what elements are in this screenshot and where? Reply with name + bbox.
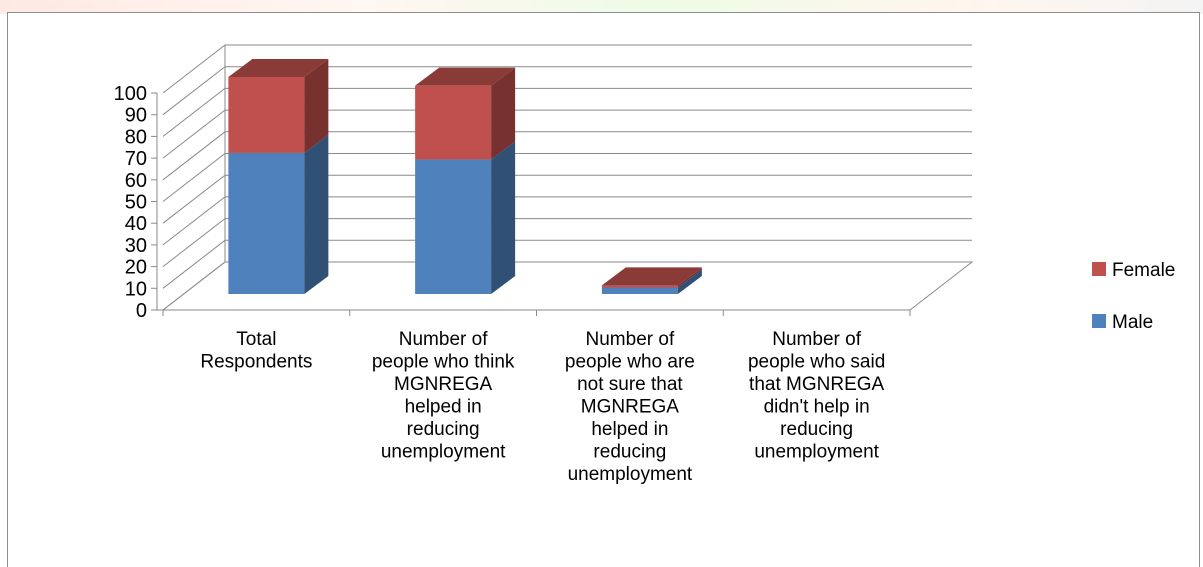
gridline	[162, 239, 972, 289]
y-axis-tick-label: 50	[125, 192, 147, 214]
gridline	[162, 261, 972, 311]
gridline	[162, 66, 972, 116]
legend-swatch	[1092, 314, 1106, 328]
bar-top	[228, 59, 329, 77]
legend-swatch	[1092, 262, 1106, 276]
legend-label: Female	[1112, 260, 1175, 281]
gridline	[162, 131, 972, 181]
bar-side	[304, 134, 329, 294]
bar-side	[491, 67, 516, 160]
bar-side	[677, 269, 702, 294]
category-label: Number of people who are not sure that MGNR…	[565, 329, 695, 485]
gridline	[162, 196, 972, 246]
bars	[228, 59, 702, 294]
gridline	[162, 44, 972, 94]
bar-top	[601, 267, 702, 286]
bar-side	[677, 267, 702, 288]
gridlines	[162, 44, 972, 311]
bar-front	[601, 285, 678, 288]
category-label: Number of people who said that MGNREGA didn…	[748, 329, 885, 463]
gridline	[162, 218, 972, 267]
bar-segment-male	[601, 269, 702, 294]
y-axis-tick-label: 90	[125, 105, 147, 127]
bar-segment-female	[415, 67, 516, 160]
y-axis-tick-label: 80	[125, 126, 147, 148]
bar-segment-female	[228, 59, 329, 153]
y-axis-tick-label: 20	[125, 257, 147, 279]
bar-front	[228, 77, 305, 153]
y-axis-tick-label: 100	[114, 83, 147, 105]
gridline	[162, 153, 972, 202]
legend: Female Male	[1092, 260, 1175, 333]
bar-side	[304, 59, 329, 153]
y-axis-tick-label: 40	[125, 213, 147, 235]
category-label: Total Respondents	[200, 329, 312, 373]
bar-front	[601, 287, 678, 294]
x-axis-category-labels: Total Respondents Number of people who thin…	[200, 329, 885, 485]
legend-item-male: Male	[1092, 312, 1153, 333]
bar-segment-male	[415, 141, 516, 294]
bar-front	[415, 159, 492, 294]
page-header-strip	[0, 0, 1203, 14]
gridline	[162, 174, 972, 224]
bar-front	[415, 85, 492, 160]
bar-side	[491, 141, 516, 294]
y-axis-tick-label: 10	[125, 278, 147, 300]
bar-segment-male	[228, 134, 329, 294]
legend-label: Male	[1112, 312, 1153, 333]
bar-top	[415, 67, 516, 86]
axes	[151, 92, 911, 316]
gridline	[162, 109, 972, 159]
y-axis-tick-label: 70	[125, 148, 147, 170]
legend-item-female: Female	[1092, 260, 1175, 281]
gridline	[162, 87, 972, 137]
bar-front	[228, 152, 305, 294]
bar-segment-female	[601, 267, 702, 288]
y-axis-tick-label: 60	[125, 170, 147, 192]
y-axis-tick-label: 0	[136, 300, 147, 322]
y-axis-tick-label: 30	[125, 235, 147, 257]
category-label: Number of people who think MGNREGA helped i…	[372, 329, 515, 463]
